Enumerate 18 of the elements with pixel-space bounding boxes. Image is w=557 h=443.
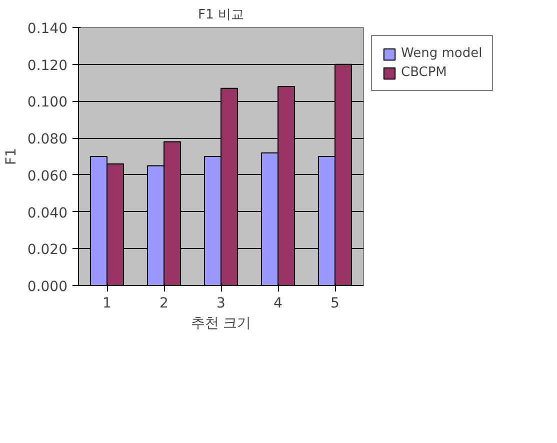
y-tick-label: 0.140 bbox=[27, 21, 68, 37]
legend-label: CBCPM bbox=[401, 65, 447, 80]
x-tick-label: 5 bbox=[330, 296, 340, 312]
y-axis-title: F1 bbox=[3, 148, 20, 165]
chart-title: F1 비교 bbox=[198, 8, 244, 22]
x-tick-label: 1 bbox=[102, 296, 112, 312]
legend-label: Weng model bbox=[401, 46, 482, 61]
y-tick-label: 0.100 bbox=[27, 94, 68, 111]
x-tick-label: 3 bbox=[216, 296, 226, 312]
y-tick-label: 0.040 bbox=[27, 205, 68, 222]
y-tick-label: 0.060 bbox=[27, 168, 68, 184]
x-tick-label: 2 bbox=[160, 296, 168, 312]
y-tick-label: 0.000 bbox=[27, 279, 68, 295]
y-tick-label: 0.080 bbox=[27, 132, 68, 148]
y-tick-label: 0.120 bbox=[27, 58, 68, 74]
y-tick-label: 0.020 bbox=[27, 242, 68, 258]
x-tick-label: 4 bbox=[274, 296, 283, 312]
x-axis-title: 추천 크기 bbox=[190, 316, 252, 332]
